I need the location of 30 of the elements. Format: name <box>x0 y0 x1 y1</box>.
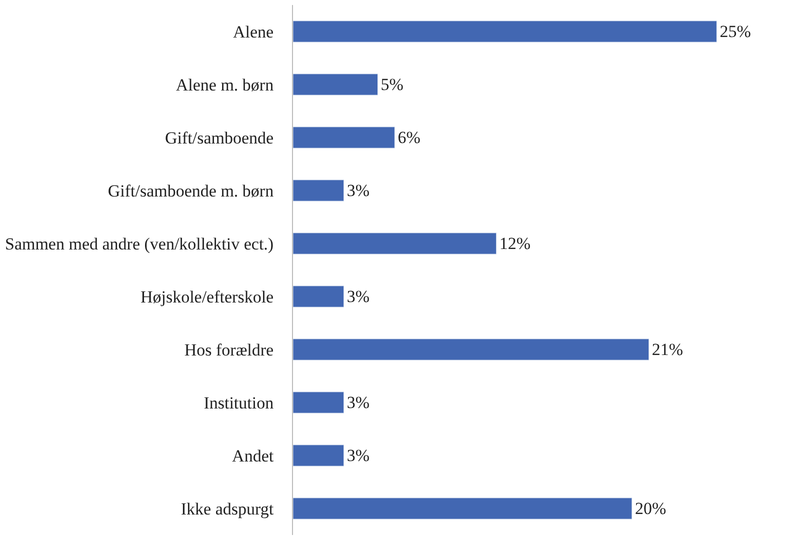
y-tick-label: Andet <box>232 446 274 466</box>
y-tick-label: Alene <box>233 22 274 42</box>
y-tick-label: Sammen med andre (ven/kollektiv ect.) <box>4 234 274 254</box>
y-tick-label: Gift/samboende <box>165 128 274 148</box>
y-tick-label: Institution <box>204 393 274 412</box>
bar <box>293 74 378 96</box>
data-label: 21% <box>652 340 684 359</box>
data-label: 5% <box>380 75 404 94</box>
bar <box>293 498 632 520</box>
bar <box>293 126 395 148</box>
bar <box>293 338 650 360</box>
y-tick-label: Gift/samboende m. børn <box>108 181 274 200</box>
bar <box>293 444 344 466</box>
bar <box>293 286 344 308</box>
data-label: 3% <box>346 181 370 200</box>
bar <box>293 392 344 414</box>
data-label: 20% <box>634 499 666 518</box>
y-tick-label: Ikke adspurgt <box>180 499 274 518</box>
y-tick-label: Hos forældre <box>184 340 274 360</box>
bar <box>293 180 344 202</box>
y-tick-label: Alene m. børn <box>176 75 274 94</box>
data-label: 3% <box>346 446 370 465</box>
data-label: 12% <box>499 234 531 253</box>
data-label: 6% <box>398 128 420 147</box>
data-label: 3% <box>346 393 370 412</box>
bar <box>293 20 717 42</box>
y-tick-label: Højskole/efterskole <box>140 287 274 306</box>
data-label: 25% <box>720 22 751 41</box>
data-label: 3% <box>346 287 370 306</box>
bar <box>293 232 497 254</box>
